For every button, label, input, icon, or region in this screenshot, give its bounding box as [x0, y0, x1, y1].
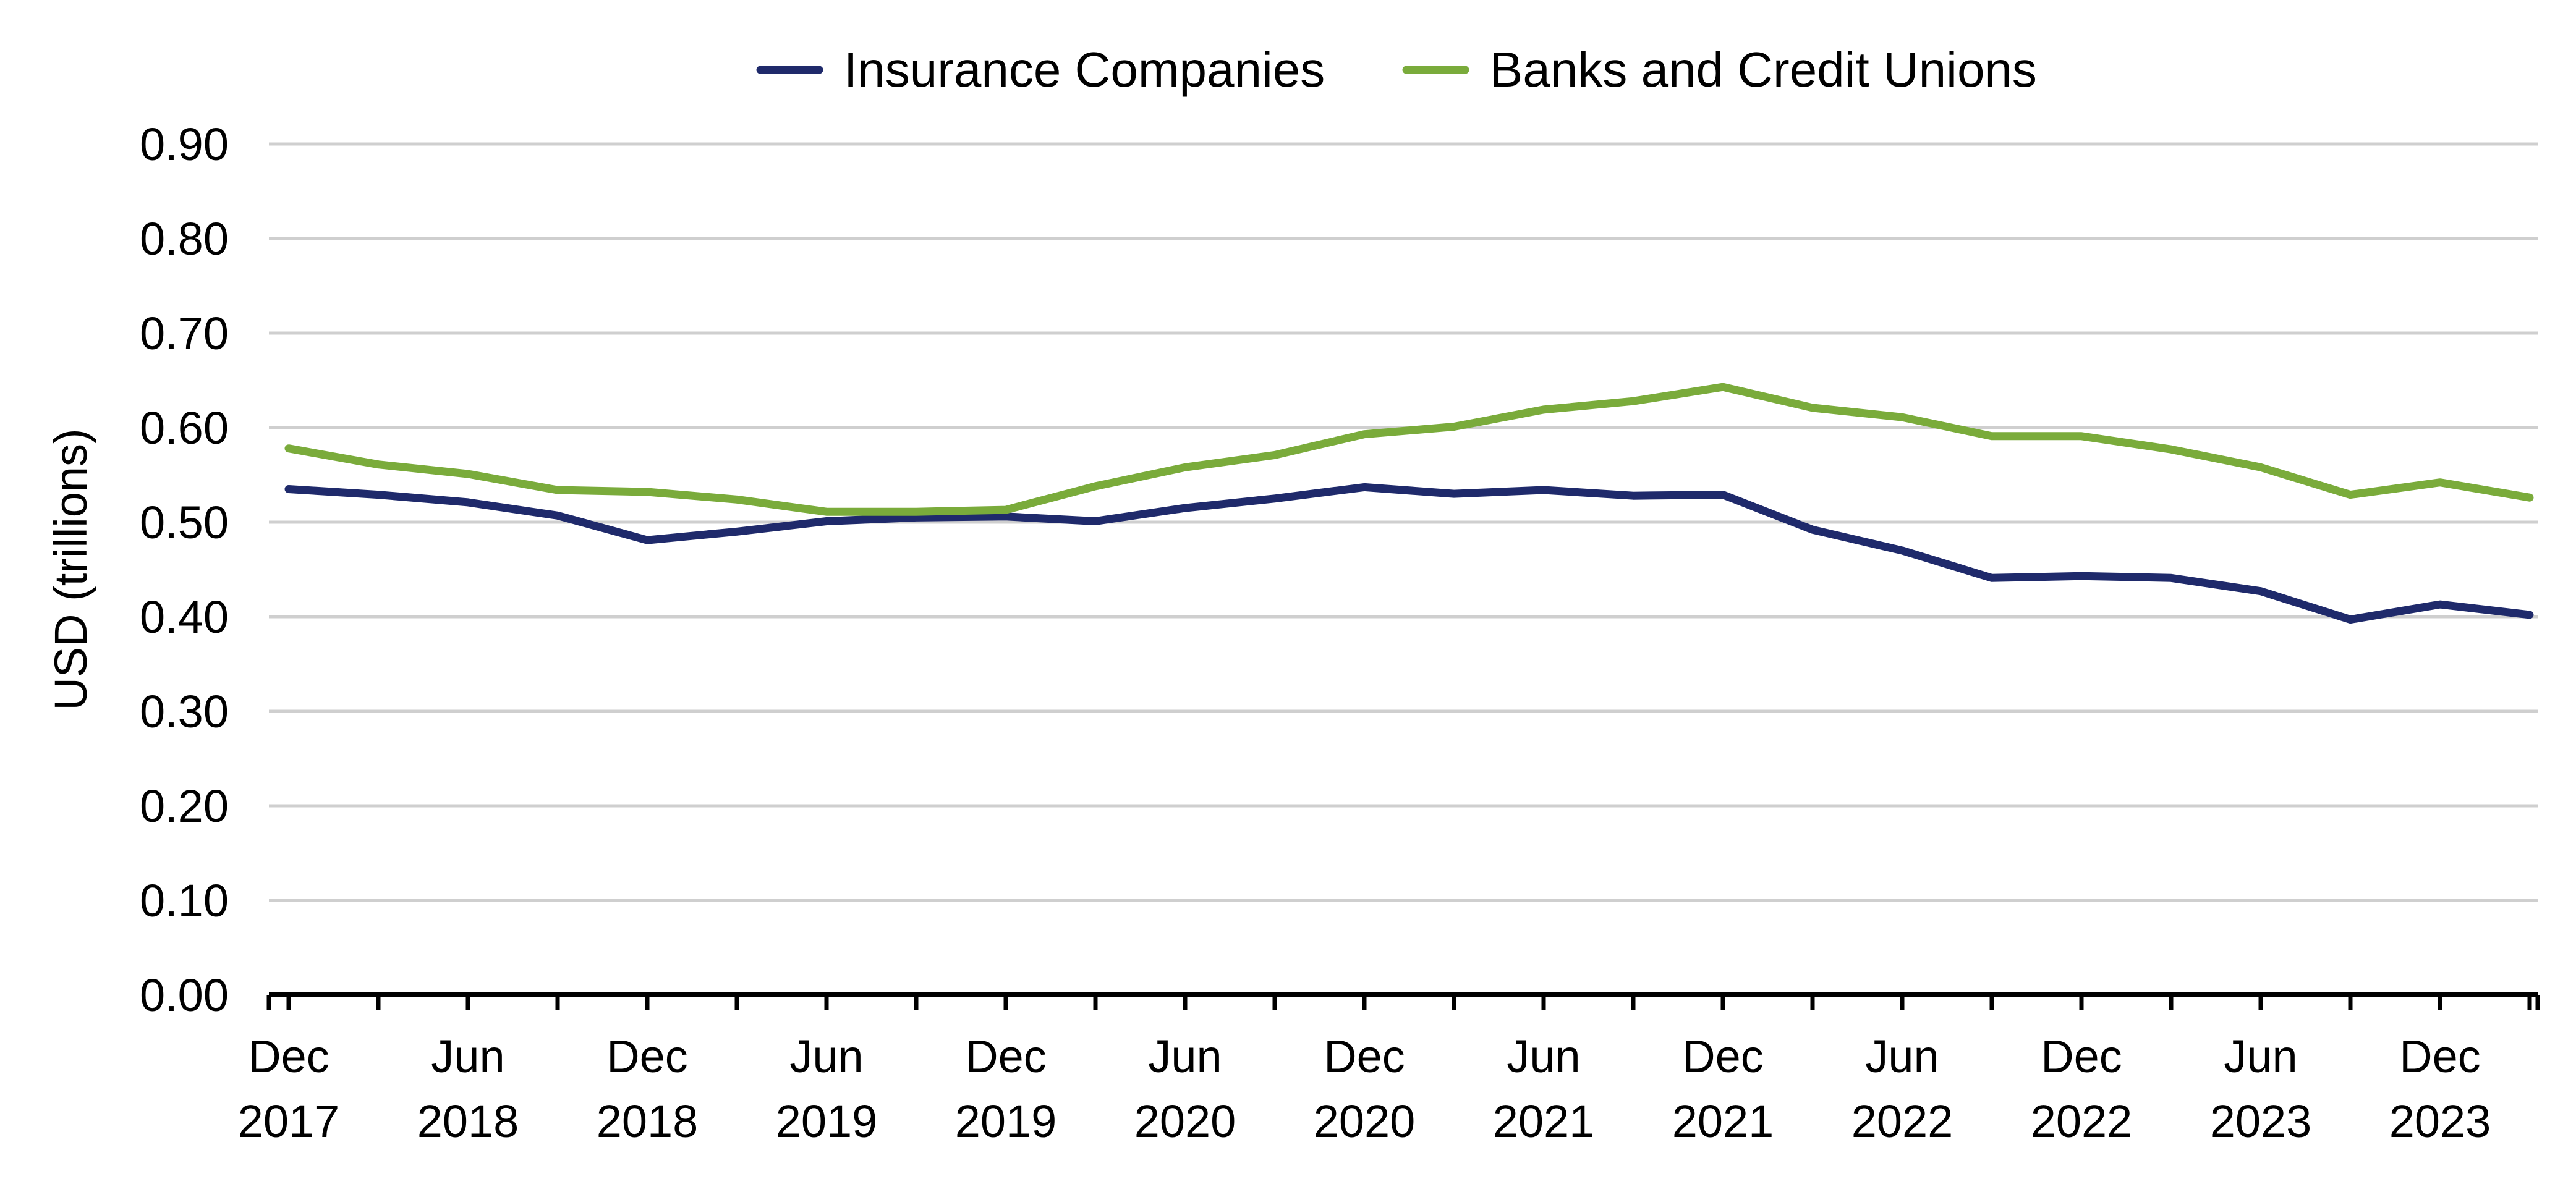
y-tick-label: 0.20: [140, 780, 229, 832]
x-tick-label-month: Jun: [1507, 1031, 1580, 1082]
y-tick-label: 0.30: [140, 686, 229, 737]
x-tick-label-year: 2019: [955, 1096, 1057, 1147]
y-tick-label: 0.50: [140, 497, 229, 548]
x-tick-label-year: 2022: [2031, 1096, 2133, 1147]
x-tick-label-year: 2017: [238, 1096, 340, 1147]
x-tick-label-year: 2020: [1134, 1096, 1236, 1147]
y-tick-label: 0.60: [140, 402, 229, 454]
y-axis-title: USD (trillions): [45, 428, 96, 710]
x-tick-label-month: Dec: [606, 1031, 688, 1082]
x-tick-label-month: Dec: [2399, 1031, 2481, 1082]
y-axis: 0.00 0.10 0.20 0.30 0.40 0.50 0.60 0.70 0.80 0.90: [140, 119, 229, 1021]
x-tick-label-year: 2023: [2210, 1096, 2312, 1147]
legend-label-insurance-companies: Insurance Companies: [844, 42, 1325, 97]
x-tick-label-month: Dec: [965, 1031, 1047, 1082]
x-tick-label-year: 2018: [597, 1096, 699, 1147]
x-tick-label-month: Jun: [431, 1031, 504, 1082]
legend: Insurance Companies Banks and Credit Uni…: [756, 42, 2037, 97]
gridlines: [269, 142, 2538, 902]
x-tick-label-month: Jun: [1865, 1031, 1939, 1082]
y-tick-label: 0.90: [140, 119, 229, 170]
x-tick-label-month: Dec: [248, 1031, 329, 1082]
x-tick-label-year: 2023: [2389, 1096, 2491, 1147]
y-tick-label: 0.40: [140, 591, 229, 643]
y-tick-label: 0.10: [140, 875, 229, 926]
series-line-banks-and-credit-unions: [284, 383, 2534, 516]
x-tick-label-month: Dec: [1324, 1031, 1405, 1082]
series-line-insurance-companies: [284, 483, 2534, 624]
y-tick-label: 0.70: [140, 308, 229, 359]
x-tick-label-month: Dec: [2041, 1031, 2122, 1082]
x-tick-label-month: Jun: [789, 1031, 863, 1082]
x-axis: Dec 2017 Jun 2018 Dec 2018 Jun 2019 Dec 2019 Jun 20…: [238, 992, 2540, 1147]
x-tick-label-year: 2022: [1851, 1096, 1953, 1147]
x-tick-label-year: 2021: [1493, 1096, 1595, 1147]
x-tick-label-month: Jun: [1148, 1031, 1222, 1082]
x-tick-label-year: 2021: [1672, 1096, 1774, 1147]
y-tick-label: 0.80: [140, 213, 229, 264]
x-tick-label-year: 2019: [776, 1096, 878, 1147]
x-tick-label-year: 2018: [417, 1096, 519, 1147]
y-tick-label: 0.00: [140, 970, 229, 1021]
x-tick-label-month: Jun: [2224, 1031, 2297, 1082]
x-tick-label-month: Dec: [1682, 1031, 1764, 1082]
x-tick-label-year: 2020: [1314, 1096, 1416, 1147]
legend-label-banks-and-credit-unions: Banks and Credit Unions: [1490, 42, 2037, 97]
series-layer: [284, 383, 2534, 624]
